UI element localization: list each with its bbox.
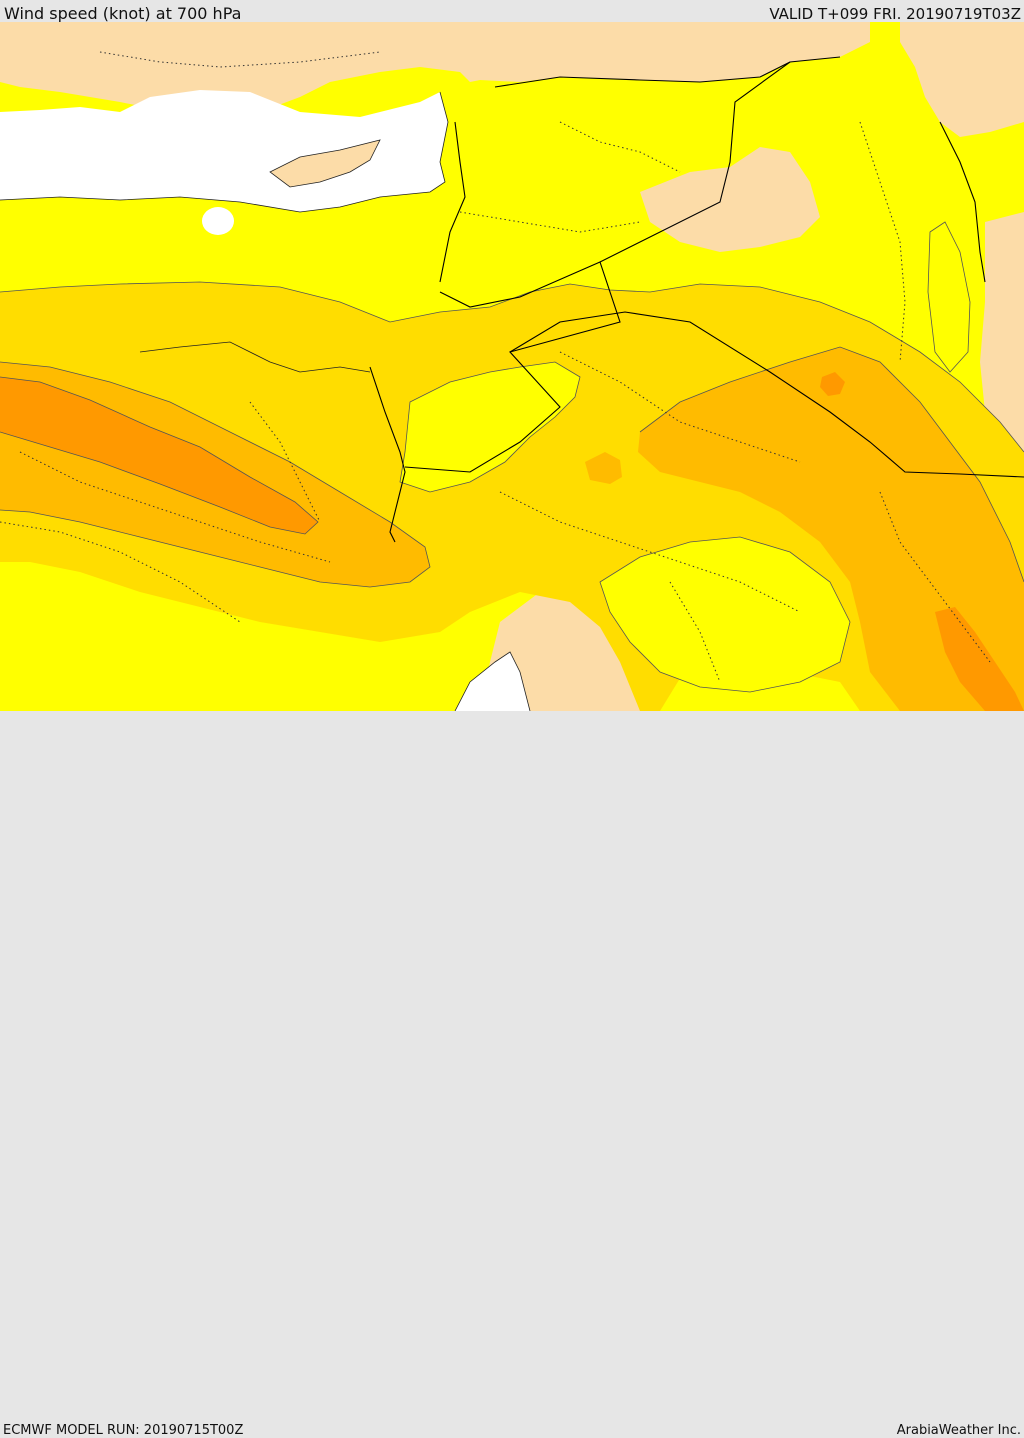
calm-area-northeast <box>900 22 1024 137</box>
map-canvas <box>0 22 1024 711</box>
wind-speed-map <box>0 22 1024 711</box>
calm-area-iraq-east <box>980 212 1024 452</box>
wind-band-4-iraq-spot <box>820 372 845 396</box>
wind-band-1-jordan <box>400 362 580 492</box>
map-title: Wind speed (knot) at 700 hPa <box>4 4 242 23</box>
footer-bar: ECMWF MODEL RUN: 20190715T00Z ArabiaWeat… <box>0 711 1024 1438</box>
credit-label: ArabiaWeather Inc. <box>896 1423 1021 1438</box>
red-sea <box>455 652 530 711</box>
wind-band-4-egypt <box>0 377 318 534</box>
wind-band-4-gulf <box>935 607 1024 711</box>
calm-spot-sea <box>202 207 234 235</box>
valid-time: VALID T+099 FRI. 20190719T03Z <box>769 5 1021 23</box>
wind-band-3-iraq <box>638 347 1024 711</box>
cyprus <box>270 140 380 187</box>
wind-band-1-south <box>0 567 475 711</box>
model-run-label: ECMWF MODEL RUN: 20190715T00Z <box>3 1423 244 1438</box>
header-bar: Wind speed (knot) at 700 hPa VALID T+099… <box>0 0 1024 23</box>
mediterranean-sea <box>0 90 448 212</box>
wind-band-3-spot <box>585 452 622 484</box>
wind-band-1-arabia <box>600 537 850 692</box>
calm-area-syria-desert <box>640 147 820 252</box>
